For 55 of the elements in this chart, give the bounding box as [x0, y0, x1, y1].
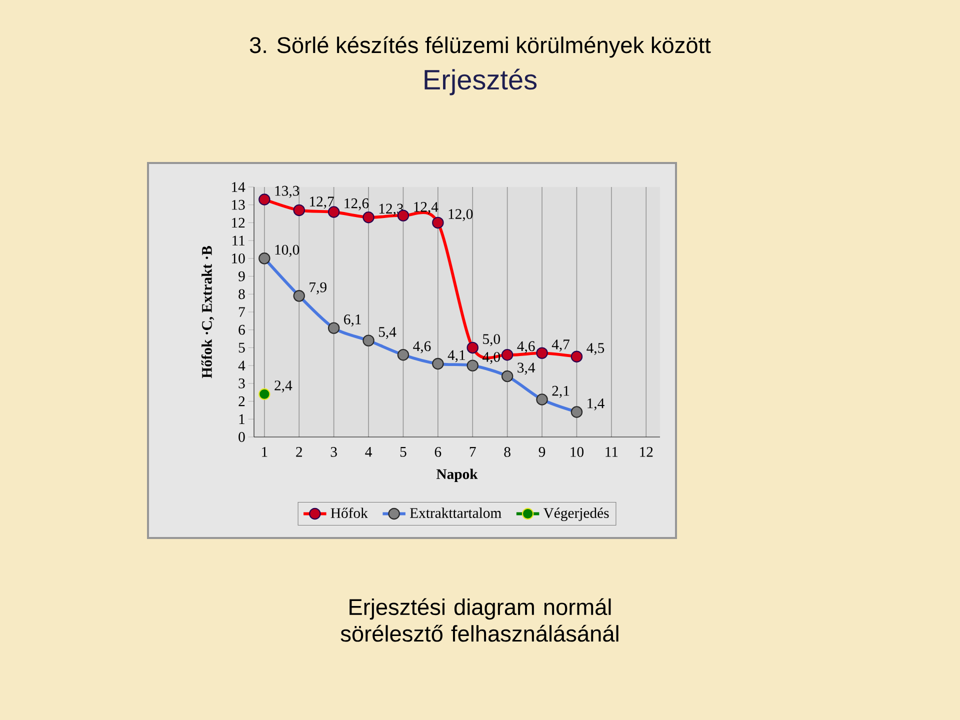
- data-label: 7,9: [310, 282, 326, 294]
- legend-label: Extrakttartalom: [410, 508, 502, 518]
- y-tick-label: 8: [238, 289, 245, 300]
- x-tick-label: 4: [365, 447, 372, 457]
- y-tick-label: 3: [238, 378, 245, 388]
- data-label: 4,6: [413, 341, 431, 354]
- legend-label: Végerjedés: [543, 508, 609, 522]
- y-tick-label: 1: [239, 414, 244, 424]
- y-tick-label: 11: [232, 236, 244, 246]
- y-tick-label: 14: [232, 182, 246, 192]
- data-label: 2,4: [274, 380, 292, 393]
- data-label: 5,0: [483, 334, 500, 346]
- y-tick-label: 10: [232, 253, 245, 264]
- chart-title: 3. Sörlé készítés félüzemi körülmények között: [250, 36, 711, 58]
- y-tick-label: 6: [238, 324, 245, 335]
- data-label: 12,7: [310, 196, 334, 209]
- data-label: 4,1: [448, 350, 465, 362]
- point: [258, 388, 270, 400]
- y-tick-label: 5: [238, 342, 245, 353]
- text: Erjesztési diagram normál sörélesztő felhasználásánál: [340, 598, 618, 642]
- x-tick-label: 10: [570, 447, 584, 457]
- data-label: 4,5: [586, 343, 604, 356]
- data-label: 12,4: [414, 202, 438, 214]
- y-tick-label: 13: [232, 200, 245, 210]
- data-label: 4,6: [517, 341, 535, 354]
- data-label: 3,4: [518, 362, 536, 375]
- x-tick-label: 5: [400, 447, 406, 457]
- x-axis-title: Napok: [436, 468, 478, 482]
- data-label: 6,1: [344, 314, 361, 326]
- y-tick-label: 9: [238, 271, 245, 282]
- x-tick-label: 3: [330, 447, 337, 457]
- y-tick-label: 7: [239, 307, 245, 317]
- data-label: 1,4: [588, 398, 604, 410]
- x-tick-label: 11: [606, 447, 618, 457]
- data-label: 10,0: [275, 244, 300, 257]
- data-label: 12,6: [344, 198, 369, 210]
- y-axis-title: Hőfok ·C, Extrakt ·B: [201, 246, 214, 378]
- chart-subtitle: Erjesztés: [424, 68, 537, 96]
- legend-label: Hőfok: [330, 508, 368, 518]
- x-tick-label: 8: [504, 447, 510, 457]
- y-tick-label: 0: [238, 432, 245, 442]
- x-tick-label: 12: [640, 447, 653, 457]
- y-tick-label: 4: [238, 360, 246, 370]
- data-label: 12,0: [448, 209, 473, 222]
- y-tick-label: 2: [238, 396, 245, 406]
- y-tick-label: 12: [232, 218, 245, 228]
- data-label: 13,3: [275, 186, 300, 198]
- x-tick-label: 1: [262, 447, 268, 457]
- x-tick-label: 6: [434, 447, 442, 457]
- x-tick-label: 2: [296, 447, 302, 457]
- x-tick-label: 9: [538, 447, 546, 457]
- x-tick-label: 7: [470, 447, 476, 457]
- data-label: 4,7: [552, 340, 570, 352]
- data-label: 5,4: [378, 327, 396, 339]
- data-label: 2,1: [552, 386, 570, 398]
